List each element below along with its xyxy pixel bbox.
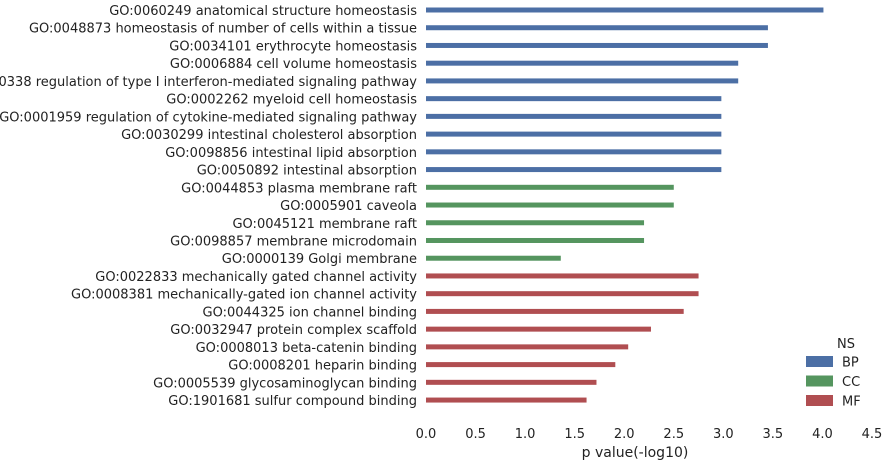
legend-label: MF (842, 395, 861, 410)
x-tick-label: 1.0 (515, 427, 536, 442)
bar (426, 362, 616, 368)
bar (426, 149, 722, 155)
x-tick-label: 2.5 (663, 427, 684, 442)
y-tick-label: GO:0005539 glycosaminoglycan binding (153, 376, 417, 391)
y-tick-label: GO:0000139 Golgi membrane (222, 252, 417, 267)
bar (426, 291, 699, 297)
y-tick-label: GO:0030299 intestinal cholesterol absorp… (121, 128, 417, 143)
y-tick-label: GO:0032947 protein complex scaffold (170, 323, 417, 338)
y-tick-label: GO:0045121 membrane raft (232, 217, 417, 232)
bar (426, 25, 768, 31)
bar (426, 60, 739, 66)
legend-title: NS (837, 337, 855, 352)
bar (426, 96, 722, 102)
y-tick-label: GO:0060338 regulation of type I interfer… (0, 75, 417, 90)
y-tick-label: GO:0034101 erythrocyte homeostasis (169, 39, 417, 54)
x-tick-label: 0.5 (465, 427, 486, 442)
y-tick-label: GO:0098857 membrane microdomain (170, 234, 417, 249)
bar (426, 78, 739, 84)
y-tick-label: GO:0022833 mechanically gated channel ac… (95, 270, 417, 285)
bar (426, 131, 722, 137)
legend-label: BP (842, 356, 859, 371)
bar (426, 326, 651, 332)
x-axis-ticks: 0.0 0.5 1.0 1.5 2.0 2.5 3.0 3.5 4.0 4.5 (416, 427, 883, 442)
bar (426, 255, 561, 261)
x-tick-label: 0.0 (416, 427, 437, 442)
x-tick-label: 2.0 (614, 427, 635, 442)
y-tick-label: GO:0002262 myeloid cell homeostasis (166, 93, 417, 108)
y-tick-label: GO:0050892 intestinal absorption (197, 164, 417, 179)
legend: NS BP CC MF (806, 337, 861, 410)
y-tick-label: GO:0005901 caveola (280, 199, 417, 214)
bar (426, 220, 645, 226)
bar (426, 237, 645, 243)
bar (426, 113, 722, 119)
y-axis-labels: GO:0060249 anatomical structure homeosta… (0, 4, 417, 409)
bars (426, 7, 824, 403)
y-tick-label: GO:0048873 homeostasis of number of cell… (29, 22, 417, 37)
bar (426, 273, 699, 279)
y-tick-label: GO:0060249 anatomical structure homeosta… (109, 4, 417, 19)
y-tick-label: GO:0044325 ion channel binding (203, 305, 417, 320)
legend-label: CC (842, 375, 860, 390)
bar (426, 184, 674, 190)
bar (426, 397, 587, 403)
legend-swatch (806, 395, 833, 406)
y-tick-label: GO:0008013 beta-catenin binding (196, 341, 417, 356)
bar (426, 202, 674, 208)
x-tick-label: 4.5 (862, 427, 883, 442)
legend-swatch (806, 356, 833, 367)
y-tick-label: GO:0006884 cell volume homeostasis (170, 57, 417, 72)
y-tick-label: GO:0008201 heparin binding (228, 359, 417, 374)
x-tick-label: 1.5 (564, 427, 585, 442)
y-tick-label: GO:1901681 sulfur compound binding (168, 394, 417, 409)
y-tick-label: GO:0098856 intestinal lipid absorption (165, 146, 417, 161)
bar (426, 344, 629, 350)
x-axis-title: p value(-log10) (582, 445, 689, 461)
y-tick-label: GO:0008381 mechanically-gated ion channe… (71, 288, 417, 303)
x-tick-label: 4.0 (812, 427, 833, 442)
bar (426, 167, 722, 173)
bar (426, 42, 768, 48)
bar (426, 379, 597, 385)
bar (426, 308, 684, 314)
legend-swatch (806, 375, 833, 387)
y-tick-label: GO:0001959 regulation of cytokine-mediat… (0, 110, 417, 125)
bar (426, 7, 824, 13)
x-tick-label: 3.5 (763, 427, 784, 442)
x-tick-label: 3.0 (713, 427, 734, 442)
y-tick-label: GO:0044853 plasma membrane raft (181, 181, 417, 196)
